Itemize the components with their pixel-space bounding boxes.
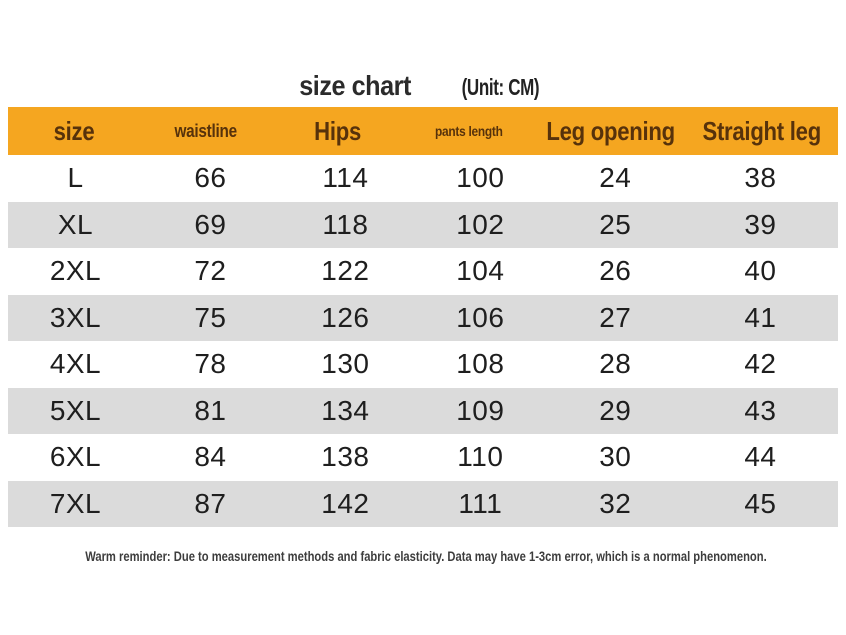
column-header-label: size [53, 116, 95, 146]
table-cell: 43 [744, 394, 777, 426]
column-header-pants-length: pants length [403, 124, 535, 138]
column-header-label: Straight leg [702, 116, 822, 146]
size-label: 6XL [49, 441, 102, 473]
column-header-label: Leg opening [546, 116, 676, 146]
size-table: size waistline Hips pants length Leg ope… [8, 107, 838, 527]
size-label: XL [57, 208, 94, 240]
table-cell: 42 [744, 348, 777, 380]
footer-note: Warm reminder: Due to measurement method… [0, 548, 846, 566]
table-row: XL 69 118 102 25 39 [8, 201, 838, 248]
table-row: 3XL 75 126 106 27 41 [8, 294, 838, 341]
unit-label: (Unit: CM) [461, 74, 539, 100]
table-cell: 81 [194, 394, 227, 426]
table-cell: 134 [321, 394, 370, 426]
page-title: size chart [299, 70, 412, 101]
table-cell: 114 [322, 162, 369, 194]
column-header-waistline: waistline [140, 122, 272, 140]
size-label: 3XL [49, 301, 102, 333]
footer-note-text: Warm reminder: Due to measurement method… [85, 548, 767, 564]
column-header-label: waistline [174, 121, 238, 141]
table-cell: 28 [599, 348, 632, 380]
table-cell: 45 [744, 487, 777, 519]
table-row: 5XL 81 134 109 29 43 [8, 387, 838, 434]
title-row: size chart (Unit: CM) [0, 70, 846, 102]
table-cell: 41 [744, 301, 777, 333]
table-cell: 26 [599, 255, 632, 287]
table-cell: 84 [194, 441, 227, 473]
table-cell: 66 [194, 162, 227, 194]
table-cell: 32 [599, 487, 632, 519]
table-cell: 44 [744, 441, 777, 473]
table-cell: 38 [744, 162, 777, 194]
table-cell: 126 [321, 301, 370, 333]
table-cell: 109 [456, 394, 505, 426]
table-row: L 66 114 100 24 38 [8, 155, 838, 202]
size-label: 2XL [49, 255, 102, 287]
size-label: 5XL [49, 394, 102, 426]
column-header-straight-leg: Straight leg [686, 118, 838, 144]
table-cell: 69 [194, 208, 227, 240]
table-row: 2XL 72 122 104 26 40 [8, 248, 838, 295]
table-cell: 104 [456, 255, 505, 287]
table-cell: 39 [744, 208, 777, 240]
column-header-label: Hips [314, 116, 361, 146]
table-cell: 106 [456, 301, 505, 333]
table-row: 6XL 84 138 110 30 44 [8, 434, 838, 481]
column-header-leg-opening: Leg opening [535, 118, 686, 144]
table-cell: 102 [456, 208, 505, 240]
table-row: 7XL 87 142 111 32 45 [8, 480, 838, 527]
table-cell: 110 [457, 441, 504, 473]
table-cell: 40 [744, 255, 777, 287]
table-cell: 24 [599, 162, 632, 194]
table-cell: 29 [599, 394, 632, 426]
table-cell: 130 [321, 348, 370, 380]
table-cell: 72 [194, 255, 227, 287]
table-cell: 138 [321, 441, 370, 473]
table-cell: 27 [599, 301, 632, 333]
table-cell: 75 [194, 301, 227, 333]
size-label: L [67, 162, 84, 194]
table-header-row: size waistline Hips pants length Leg ope… [8, 107, 838, 155]
table-cell: 142 [321, 487, 370, 519]
table-cell: 118 [322, 208, 369, 240]
table-cell: 87 [194, 487, 227, 519]
column-header-label: pants length [435, 123, 504, 139]
size-label: 7XL [49, 487, 102, 519]
table-cell: 100 [456, 162, 505, 194]
table-row: 4XL 78 130 108 28 42 [8, 341, 838, 388]
column-header-hips: Hips [272, 118, 404, 144]
table-cell: 122 [321, 255, 370, 287]
table-cell: 25 [599, 208, 632, 240]
table-cell: 111 [458, 487, 503, 519]
table-cell: 78 [194, 348, 227, 380]
size-label: 4XL [49, 348, 102, 380]
table-cell: 108 [456, 348, 505, 380]
column-header-size: size [8, 118, 140, 144]
table-body: L 66 114 100 24 38 XL 69 118 102 25 39 2XL 72 122 104 26… [8, 155, 838, 527]
table-cell: 30 [599, 441, 632, 473]
